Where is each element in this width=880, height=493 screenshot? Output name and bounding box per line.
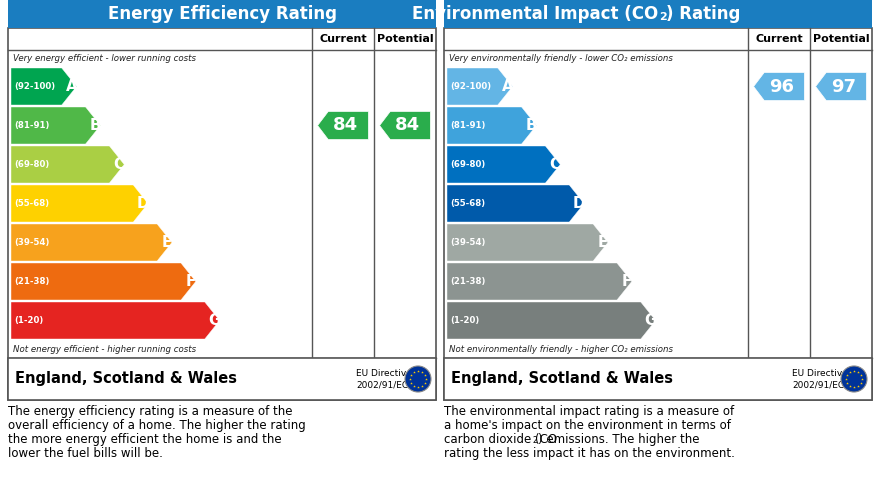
Text: 2002/91/EC: 2002/91/EC	[792, 381, 844, 389]
Text: the more energy efficient the home is and the: the more energy efficient the home is an…	[8, 433, 282, 446]
Text: 84: 84	[395, 116, 420, 135]
Polygon shape	[11, 68, 77, 105]
Text: 2: 2	[659, 12, 667, 23]
Circle shape	[841, 366, 867, 392]
Text: ) emissions. The higher the: ) emissions. The higher the	[538, 433, 700, 446]
Polygon shape	[447, 302, 656, 339]
Text: A: A	[65, 79, 77, 94]
Polygon shape	[318, 111, 369, 140]
Polygon shape	[447, 185, 584, 222]
Text: (21-38): (21-38)	[14, 277, 49, 286]
Text: 2: 2	[532, 436, 538, 445]
Text: Current: Current	[319, 34, 367, 44]
Text: Energy Efficiency Rating: Energy Efficiency Rating	[107, 5, 336, 23]
Text: rating the less impact it has on the environment.: rating the less impact it has on the env…	[444, 447, 735, 460]
Text: Very energy efficient - lower running costs: Very energy efficient - lower running co…	[13, 54, 196, 63]
Polygon shape	[11, 302, 220, 339]
Text: C: C	[114, 157, 125, 172]
Text: G: G	[644, 313, 656, 328]
Text: 97: 97	[831, 77, 856, 96]
Text: Environmental Impact (CO: Environmental Impact (CO	[412, 5, 658, 23]
Text: England, Scotland & Wales: England, Scotland & Wales	[451, 372, 673, 387]
Text: G: G	[209, 313, 221, 328]
Polygon shape	[447, 107, 537, 144]
Polygon shape	[447, 68, 512, 105]
Text: Very environmentally friendly - lower CO₂ emissions: Very environmentally friendly - lower CO…	[449, 54, 673, 63]
Text: C: C	[549, 157, 561, 172]
Text: F: F	[621, 274, 632, 289]
Polygon shape	[379, 111, 430, 140]
Text: D: D	[573, 196, 585, 211]
Text: Not environmentally friendly - higher CO₂ emissions: Not environmentally friendly - higher CO…	[449, 345, 673, 353]
Text: E: E	[162, 235, 172, 250]
Text: overall efficiency of a home. The higher the rating: overall efficiency of a home. The higher…	[8, 419, 305, 432]
Polygon shape	[11, 146, 124, 183]
Text: (92-100): (92-100)	[450, 82, 491, 91]
Text: Potential: Potential	[377, 34, 433, 44]
Text: The energy efficiency rating is a measure of the: The energy efficiency rating is a measur…	[8, 405, 292, 418]
Text: (1-20): (1-20)	[14, 316, 43, 325]
Text: (81-91): (81-91)	[14, 121, 49, 130]
Polygon shape	[447, 224, 608, 261]
Text: A: A	[502, 79, 513, 94]
Polygon shape	[447, 263, 632, 300]
Text: 84: 84	[333, 116, 358, 135]
Text: The environmental impact rating is a measure of: The environmental impact rating is a mea…	[444, 405, 734, 418]
Text: (69-80): (69-80)	[14, 160, 49, 169]
Text: (1-20): (1-20)	[450, 316, 480, 325]
Text: D: D	[136, 196, 150, 211]
Text: E: E	[598, 235, 608, 250]
Text: EU Directive: EU Directive	[356, 368, 412, 378]
Bar	[8, 0, 436, 28]
Circle shape	[405, 366, 431, 392]
Text: Current: Current	[755, 34, 803, 44]
Bar	[444, 0, 872, 28]
Polygon shape	[11, 224, 172, 261]
Text: (55-68): (55-68)	[14, 199, 49, 208]
Text: F: F	[186, 274, 195, 289]
Text: (81-91): (81-91)	[450, 121, 486, 130]
Polygon shape	[11, 185, 148, 222]
Text: EU Directive: EU Directive	[792, 368, 847, 378]
Text: (92-100): (92-100)	[14, 82, 55, 91]
Polygon shape	[447, 146, 561, 183]
Bar	[8, 358, 436, 400]
Polygon shape	[753, 72, 804, 101]
Bar	[444, 28, 872, 400]
Text: ) Rating: ) Rating	[666, 5, 740, 23]
Bar	[8, 28, 436, 400]
Bar	[444, 358, 872, 400]
Text: 2002/91/EC: 2002/91/EC	[356, 381, 408, 389]
Text: Potential: Potential	[813, 34, 869, 44]
Text: lower the fuel bills will be.: lower the fuel bills will be.	[8, 447, 163, 460]
Text: (69-80): (69-80)	[450, 160, 485, 169]
Text: Not energy efficient - higher running costs: Not energy efficient - higher running co…	[13, 345, 196, 353]
Text: 96: 96	[769, 77, 794, 96]
Polygon shape	[11, 263, 195, 300]
Text: a home's impact on the environment in terms of: a home's impact on the environment in te…	[444, 419, 731, 432]
Text: B: B	[525, 118, 537, 133]
Text: B: B	[90, 118, 101, 133]
Text: (21-38): (21-38)	[450, 277, 486, 286]
Text: (55-68): (55-68)	[450, 199, 485, 208]
Text: carbon dioxide (CO: carbon dioxide (CO	[444, 433, 557, 446]
Text: (39-54): (39-54)	[450, 238, 486, 247]
Text: (39-54): (39-54)	[14, 238, 49, 247]
Polygon shape	[816, 72, 867, 101]
Polygon shape	[11, 107, 100, 144]
Text: England, Scotland & Wales: England, Scotland & Wales	[15, 372, 237, 387]
